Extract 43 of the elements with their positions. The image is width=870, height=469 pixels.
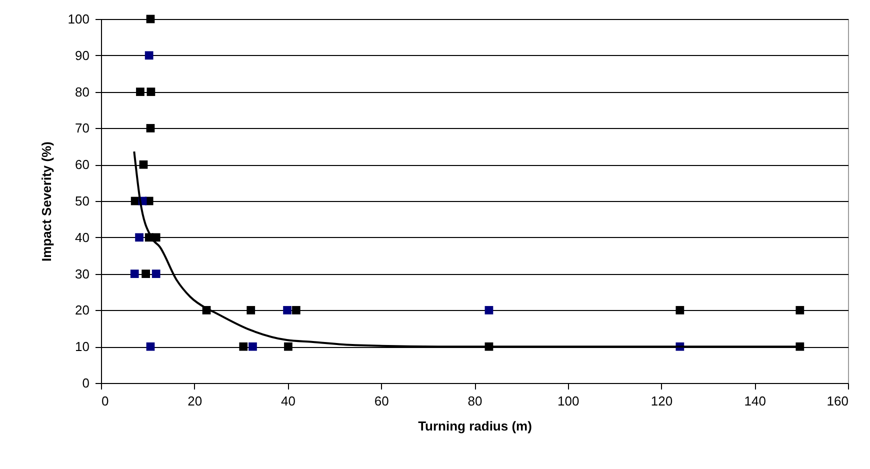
- x-tick-label: 60: [374, 394, 389, 408]
- x-tick-label: 0: [102, 394, 109, 408]
- y-tick-label: 80: [75, 84, 90, 100]
- point: [292, 306, 300, 314]
- y-tick-label: 100: [68, 12, 90, 26]
- point: [246, 306, 256, 314]
- point: [283, 306, 292, 314]
- x-tick-label: 100: [558, 394, 580, 408]
- point: [136, 88, 144, 96]
- point: [248, 342, 257, 351]
- point: [146, 88, 156, 96]
- point: [676, 306, 684, 314]
- y-tick-label: 0: [82, 376, 90, 390]
- y-tick-label: 60: [75, 157, 90, 172]
- point: [484, 306, 494, 314]
- point: [152, 270, 160, 278]
- point: [284, 342, 292, 351]
- x-tick-label: 20: [188, 394, 202, 408]
- y-tick-label: 30: [75, 266, 90, 282]
- x-tick-label: 160: [826, 394, 848, 408]
- point: [144, 51, 154, 60]
- y-tick-label: 50: [75, 194, 90, 208]
- point: [139, 160, 148, 169]
- x-axis-title: Turning radius (m): [418, 418, 532, 434]
- point: [152, 233, 160, 242]
- y-tick-label: 10: [75, 339, 90, 354]
- x-tick-label: 40: [281, 394, 296, 408]
- x-tick-label: 120: [650, 394, 673, 408]
- point: [146, 342, 155, 351]
- x-tick-label: 80: [468, 394, 482, 408]
- y-tick-label: 40: [75, 230, 90, 245]
- point: [146, 124, 155, 132]
- point: [146, 14, 155, 24]
- point: [796, 306, 804, 314]
- point: [130, 270, 139, 278]
- y-tick-label: 70: [75, 120, 90, 136]
- y-axis-title: Impact Severity (%): [38, 142, 54, 262]
- y-tick-label: 20: [75, 302, 90, 318]
- point: [142, 270, 150, 278]
- point: [239, 342, 248, 351]
- y-tick-label: 90: [75, 48, 90, 63]
- x-tick-label: 140: [744, 394, 766, 408]
- point: [135, 233, 144, 242]
